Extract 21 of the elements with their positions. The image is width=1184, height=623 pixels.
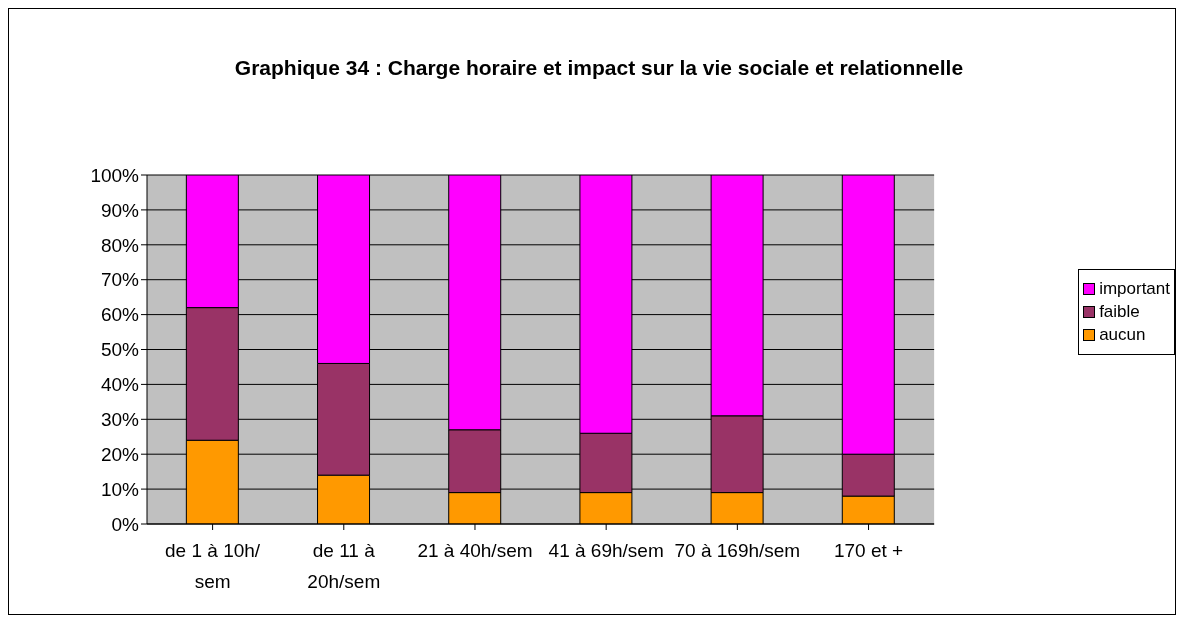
x-tick-label: 21 à 40h/sem bbox=[417, 540, 533, 562]
x-tick-label: de 11 à 20h/sem bbox=[307, 540, 381, 593]
y-tick-label: 70% bbox=[100, 269, 140, 291]
y-tick-label: 20% bbox=[100, 443, 140, 465]
legend-label: aucun bbox=[1099, 324, 1146, 345]
x-tick-label: de 1 à 10h/ sem bbox=[165, 540, 261, 593]
x-tick-label: 170 et + bbox=[833, 540, 904, 562]
y-tick-label: 30% bbox=[100, 409, 140, 431]
y-tick-label: 10% bbox=[100, 478, 140, 500]
legend-label: important bbox=[1099, 278, 1170, 299]
x-tick-label: 41 à 69h/sem bbox=[548, 540, 664, 562]
x-tick-label: 70 à 169h/sem bbox=[674, 540, 801, 562]
legend-label: faible bbox=[1099, 301, 1140, 322]
y-tick-label: 50% bbox=[100, 339, 140, 361]
y-tick-label: 40% bbox=[100, 374, 140, 396]
y-tick-label: 0% bbox=[111, 513, 140, 535]
chart-title: Graphique 34 : Charge horaire et impact sur la vie sociale et relationnelle bbox=[233, 55, 965, 81]
y-tick-label: 60% bbox=[100, 304, 140, 326]
y-tick-label: 90% bbox=[100, 199, 140, 221]
y-tick-label: 80% bbox=[100, 234, 140, 256]
y-tick-label: 100% bbox=[90, 164, 140, 186]
